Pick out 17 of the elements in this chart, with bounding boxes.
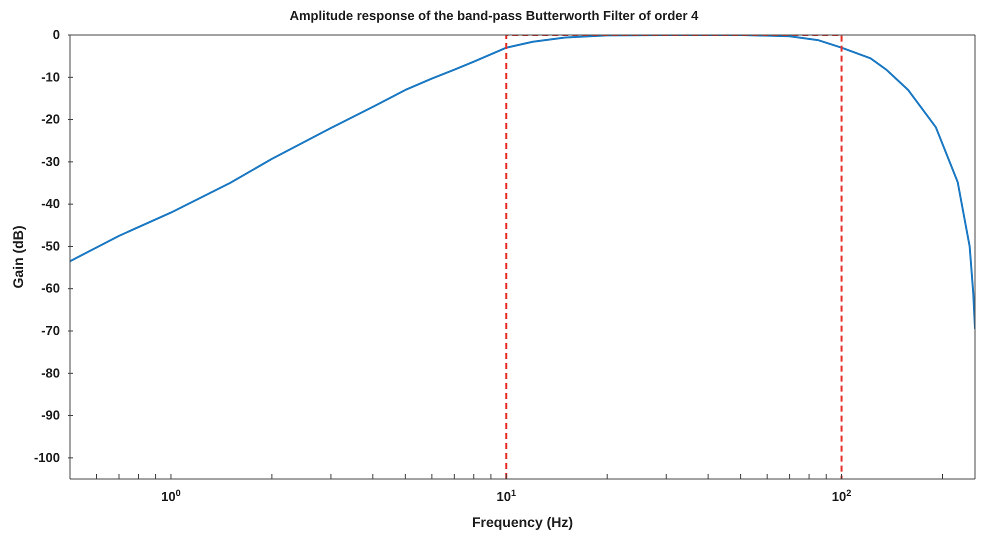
y-tick-label: -90 [41,408,60,423]
y-tick-label: 0 [52,27,60,42]
y-tick-label: -80 [41,365,60,380]
y-axis-title: Gain (dB) [10,226,26,288]
y-tick-label: -50 [41,238,60,254]
y-tick-label: -100 [34,450,60,465]
x-tick-label: 10$^{1}$ [496,488,516,504]
y-tick-label: -20 [41,112,60,127]
y-tick-label: -70 [41,323,60,338]
y-tick-label: -40 [41,196,60,212]
x-axis-title: Frequency (Hz) [472,514,574,530]
y-tick-label: -30 [41,154,60,169]
x-tick-label: 10$^{0}$ [161,488,181,504]
x-tick-label: 10$^{2}$ [832,488,852,504]
chart-title: Amplitude response of the band-pass Butterworth Filter of order 4 [288,8,700,23]
y-tick-label: -10 [41,69,60,84]
y-tick-label: -60 [41,280,60,296]
